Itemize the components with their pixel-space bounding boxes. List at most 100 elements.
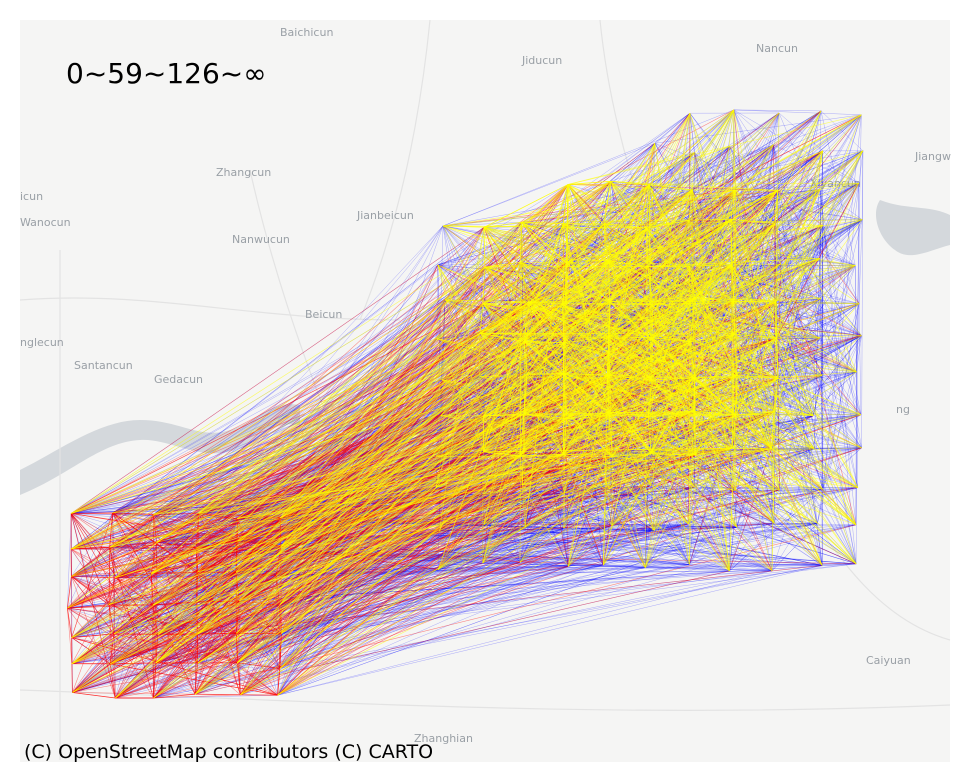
flow-line — [115, 530, 655, 699]
flow-line — [733, 109, 859, 184]
flow-line — [197, 563, 857, 573]
flow-line — [276, 566, 569, 576]
flow-line — [237, 524, 856, 663]
flow-line — [72, 562, 521, 693]
flow-line — [72, 143, 655, 693]
flow-line — [279, 113, 691, 669]
flow-line — [773, 411, 857, 525]
flow-line — [109, 547, 823, 566]
flow-line — [858, 303, 862, 415]
flow-line — [114, 225, 444, 578]
flow-line — [71, 571, 237, 577]
flow-line — [156, 303, 563, 543]
flow-line — [821, 225, 824, 376]
flow-line — [71, 523, 818, 664]
flow-line — [194, 303, 860, 695]
flow-line — [822, 225, 862, 448]
flow-line — [440, 266, 649, 417]
flow-line — [819, 150, 864, 259]
flow-line — [279, 565, 823, 669]
flow-line — [239, 600, 282, 634]
flow-line — [277, 487, 437, 696]
flow-line — [71, 525, 612, 664]
flow-line — [820, 189, 863, 220]
flow-line — [237, 447, 862, 663]
flow-line — [110, 487, 695, 665]
flow-line — [279, 570, 773, 606]
place-label: Santancun — [74, 359, 133, 372]
flow-line — [855, 371, 857, 525]
flow-line — [153, 266, 486, 515]
flow-line — [155, 526, 737, 664]
flow-line — [71, 299, 446, 514]
flow-line — [70, 513, 110, 605]
flow-line — [110, 413, 524, 665]
flow-line — [239, 563, 857, 602]
flow-line — [645, 565, 823, 568]
flow-line — [442, 222, 522, 227]
flow-line — [114, 376, 480, 578]
flow-line — [771, 265, 856, 449]
flow-line — [194, 378, 779, 695]
flow-line — [71, 576, 282, 634]
flow-line — [692, 146, 730, 191]
flow-line — [438, 527, 564, 570]
flow-line — [439, 530, 730, 572]
flow-line — [733, 109, 774, 146]
flow-line — [820, 298, 859, 488]
flow-line — [239, 563, 857, 602]
flow-line — [733, 109, 776, 224]
flow-line — [152, 570, 773, 606]
flow-line — [654, 488, 823, 531]
flow-line — [239, 600, 281, 669]
flow-line — [70, 184, 650, 550]
flow-line — [777, 378, 814, 416]
flow-line — [71, 570, 773, 664]
flow-line — [153, 522, 775, 699]
flow-line — [436, 264, 439, 339]
flow-line — [112, 512, 116, 699]
flow-line — [774, 522, 818, 524]
place-label: Zhanghian — [414, 732, 473, 745]
flow-line — [197, 541, 238, 573]
flow-line — [438, 523, 689, 570]
flow-line — [71, 546, 281, 550]
flow-line — [71, 375, 823, 550]
flow-line — [240, 527, 565, 696]
flow-line — [773, 144, 776, 224]
flow-line — [115, 454, 564, 699]
flow-line — [276, 525, 612, 576]
flow-line — [730, 189, 821, 220]
flow-line — [70, 113, 691, 550]
flow-line — [442, 143, 655, 227]
flow-line — [568, 523, 818, 567]
flow-line — [153, 448, 815, 699]
place-label: Gedacun — [154, 373, 203, 386]
grid-edge — [71, 663, 73, 693]
place-label: ng — [896, 403, 910, 416]
flow-line — [109, 547, 197, 549]
flow-line — [71, 576, 115, 635]
flow-line — [239, 265, 856, 602]
flow-line — [235, 562, 521, 573]
flow-line — [195, 414, 861, 695]
flow-line — [71, 563, 857, 664]
flow-line — [733, 219, 863, 302]
flow-line — [822, 488, 857, 564]
flow-line — [444, 182, 859, 301]
flow-line — [71, 222, 522, 577]
flow-line — [771, 335, 862, 449]
flow-line — [196, 266, 486, 602]
flow-line — [279, 523, 689, 669]
flow-line — [71, 455, 521, 514]
flow-line — [439, 487, 695, 532]
flow-line — [196, 299, 446, 602]
flow-line — [689, 564, 773, 572]
flow-line — [277, 526, 737, 696]
flow-line — [483, 335, 862, 525]
flow-line — [525, 487, 695, 528]
flow-line — [277, 455, 521, 696]
flow-line — [610, 181, 731, 220]
